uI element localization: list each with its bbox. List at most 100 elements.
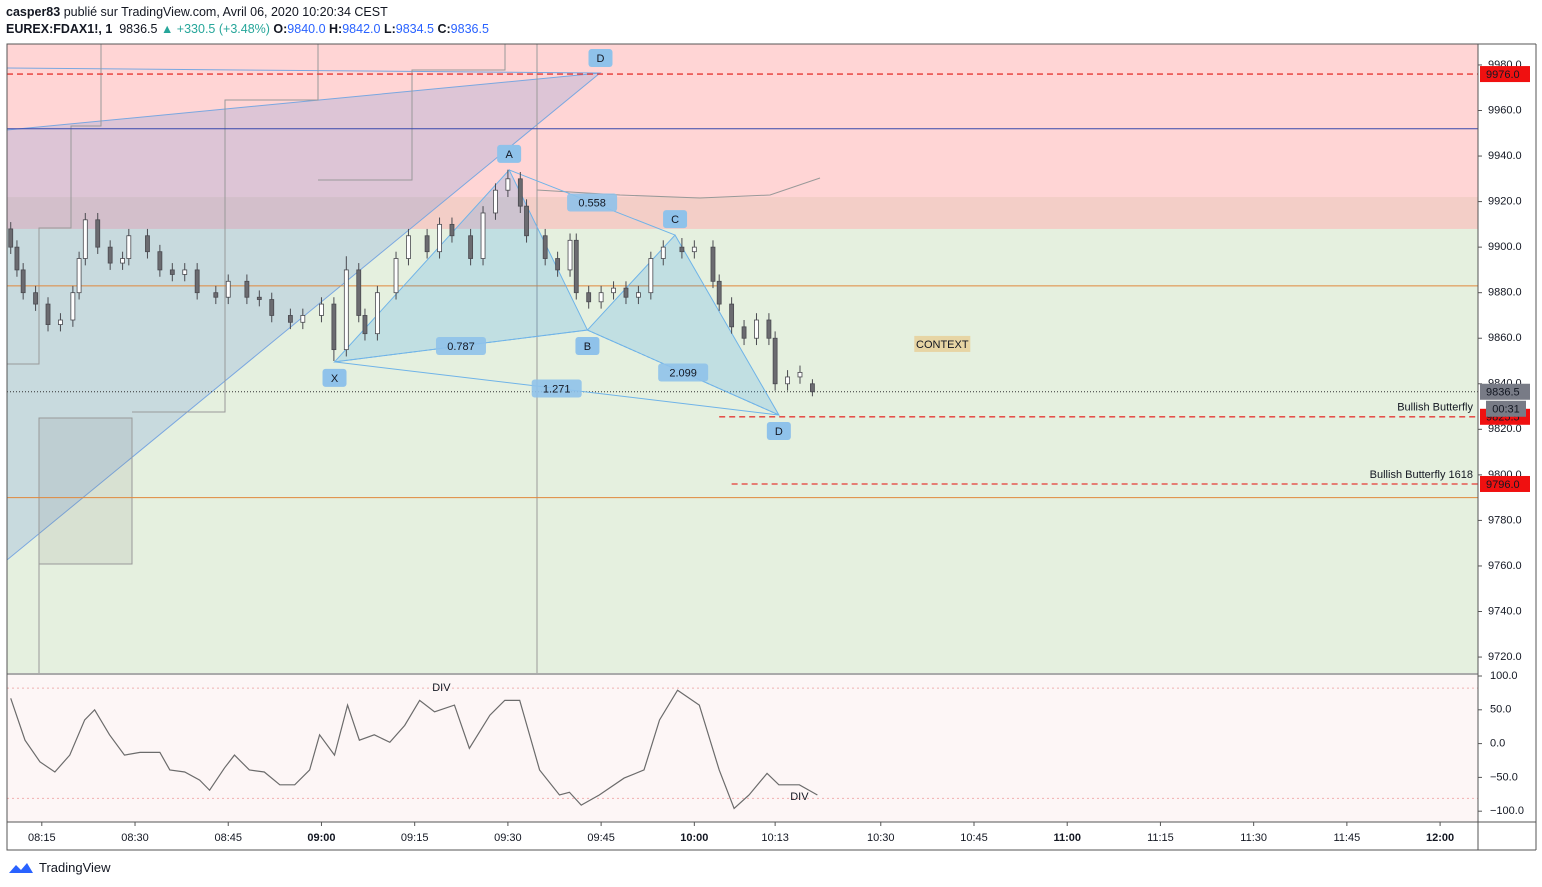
- candle-body: [169, 269, 175, 275]
- y-tick-label: 9740.0: [1488, 605, 1522, 617]
- point-label: C: [671, 214, 679, 226]
- candle-body: [424, 235, 430, 253]
- user: casper83: [6, 5, 61, 19]
- ohlc-value: 9842.0: [342, 22, 381, 36]
- x-tick-label: 10:13: [761, 832, 789, 844]
- x-tick-label: 08:45: [214, 832, 242, 844]
- ohlc-key: C:: [437, 22, 451, 36]
- candle-body: [573, 239, 579, 294]
- ratio-box: [435, 336, 486, 355]
- div-label: DIV: [432, 682, 451, 694]
- candle-body: [70, 292, 76, 321]
- ohlc-key: L:: [383, 22, 396, 36]
- ratio-box: [531, 379, 582, 398]
- zone: [7, 44, 1478, 229]
- osc-y-tick-label: 0.0: [1490, 738, 1505, 750]
- y-tick-label: 9760.0: [1488, 560, 1522, 572]
- candle-body: [194, 269, 200, 294]
- point-label: A: [505, 149, 513, 161]
- y-tick-label: 9720.0: [1488, 651, 1522, 663]
- candle-body: [343, 269, 349, 351]
- y-tick-label: 9960.0: [1488, 104, 1522, 116]
- candle-body: [45, 303, 51, 325]
- candle-body: [157, 251, 163, 271]
- ratio-label: 2.099: [669, 367, 697, 379]
- candle-body: [679, 246, 685, 253]
- candle-body: [120, 258, 125, 264]
- y-tick-label: 9940.0: [1488, 150, 1522, 162]
- x-tick-label: 11:15: [1147, 832, 1174, 844]
- candle-body: [107, 246, 113, 264]
- candle-body: [20, 269, 26, 294]
- frame: [6, 43, 1479, 851]
- candle-body: [449, 223, 455, 237]
- step-line: [132, 44, 319, 413]
- x-tick-label: 11:00: [1053, 832, 1081, 844]
- annotation-box: [914, 335, 971, 352]
- step-line: [536, 177, 821, 199]
- ratio-box: [658, 363, 709, 382]
- candle-body: [182, 269, 188, 275]
- x-tick-label: 09:45: [587, 832, 615, 844]
- candle-body: [58, 319, 63, 325]
- point-box: [497, 144, 522, 163]
- price-label: 9796.0: [1486, 479, 1520, 491]
- osc-y-tick-label: −100.0: [1490, 805, 1524, 817]
- large-pattern-leg: [6, 67, 601, 74]
- candle-body: [493, 189, 498, 214]
- annotation: CONTEXT: [916, 339, 969, 351]
- candle-body: [567, 239, 573, 271]
- candle-body: [586, 292, 592, 303]
- candle-body: [542, 235, 548, 259]
- candle-body: [362, 315, 368, 335]
- ratio-label: 0.787: [447, 341, 475, 353]
- ohlc-key: H:: [329, 22, 343, 36]
- ohlc: O:9840.0 H:9842.0 L:9834.5 C:9836.5: [273, 22, 492, 36]
- oscillator-bg: [7, 675, 1478, 822]
- last-price: 9836.5: [119, 22, 158, 36]
- level-label: Bullish Butterfly: [1397, 402, 1473, 414]
- price-label-box: [1480, 475, 1530, 492]
- x-tick-label: 10:00: [680, 832, 708, 844]
- countdown-box: [1486, 400, 1526, 417]
- candle-body: [660, 246, 666, 259]
- candle-body: [269, 299, 275, 316]
- candle-body: [331, 303, 337, 351]
- candle-body: [393, 258, 399, 294]
- point-box: [766, 421, 791, 440]
- candle-body: [225, 280, 231, 298]
- candle-body: [623, 287, 629, 298]
- candle-body: [213, 292, 219, 298]
- candle-body: [287, 315, 293, 323]
- candle-body: [524, 205, 529, 237]
- brand: TradingView: [39, 860, 111, 875]
- candle-body: [437, 223, 442, 253]
- symbol: EUREX:FDAX1!, 1: [6, 22, 113, 36]
- footer: TradingView: [8, 860, 111, 875]
- candle-body: [256, 296, 262, 300]
- x-tick-label: 12:00: [1426, 832, 1454, 844]
- candle-body: [636, 292, 641, 298]
- candle-body: [480, 212, 486, 259]
- x-tick-label: 08:30: [121, 832, 149, 844]
- candle-body: [598, 292, 604, 303]
- div-label: DIV: [790, 791, 809, 803]
- ratio-label: 0.558: [578, 197, 606, 209]
- x-tick-label: 11:30: [1240, 832, 1267, 844]
- x-tick-label: 09:30: [494, 832, 522, 844]
- ohlc-value: 9834.5: [395, 22, 434, 36]
- candle-body: [244, 280, 250, 298]
- header: casper83 publié sur TradingView.com, Avr…: [6, 4, 492, 38]
- x-tick-label: 09:00: [307, 832, 335, 844]
- candle-body: [716, 280, 722, 305]
- step-line: [7, 44, 102, 365]
- ratio-label: 1.271: [543, 383, 571, 395]
- level-label: Bullish Butterfly 1618: [1370, 469, 1473, 481]
- candle-body: [468, 235, 474, 259]
- x-tick-label: 08:15: [28, 832, 56, 844]
- point-box: [322, 368, 347, 387]
- y-tick-label: 9920.0: [1488, 195, 1522, 207]
- change: ▲ +330.5 (+3.48%): [160, 22, 270, 36]
